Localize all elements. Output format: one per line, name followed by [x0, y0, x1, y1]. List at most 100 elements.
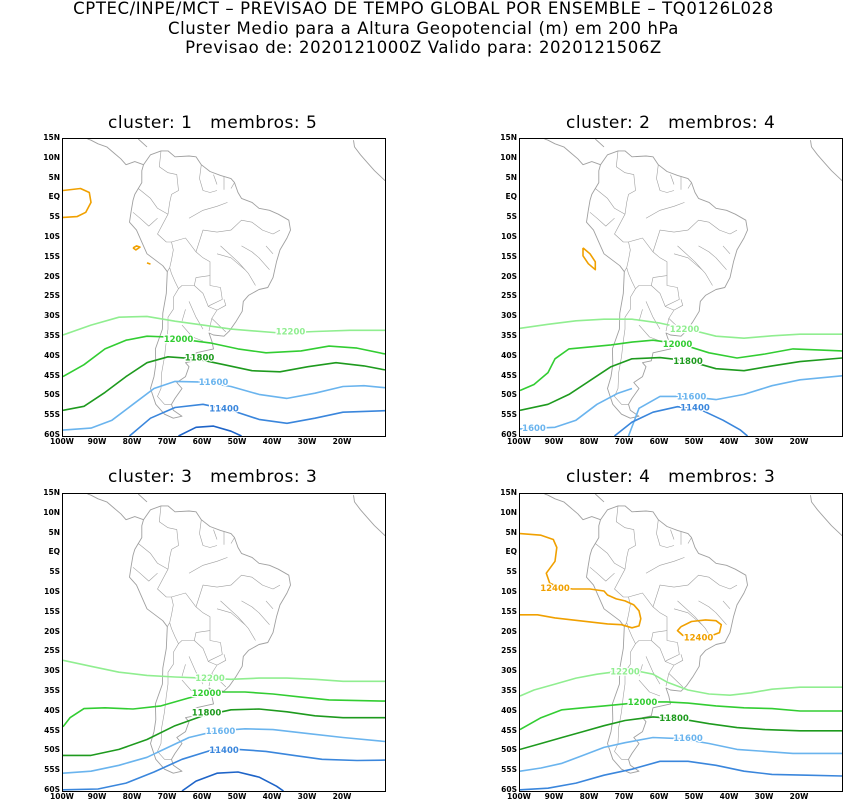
longitude-tick-label: 30W [297, 437, 317, 446]
country-border [589, 212, 615, 227]
contour-label: 12000 [192, 689, 222, 699]
coastline [353, 495, 385, 537]
country-border [208, 309, 218, 332]
country-border [668, 673, 684, 688]
latitude-tick-label: 5N [505, 172, 518, 182]
contour-label: 11600 [673, 734, 703, 744]
chart-title-line-3: Previsao de: 2020121000Z Valido para: 20… [185, 38, 662, 57]
contour-label: 1600 [522, 424, 546, 434]
latitude-tick-label: 35S [501, 331, 517, 340]
country-border [626, 592, 668, 644]
coastline [544, 139, 601, 166]
country-border [645, 656, 661, 685]
longitude-tick-label: 20W [332, 792, 352, 801]
longitude-tick-label: 100W [50, 792, 74, 801]
country-border [687, 574, 738, 590]
latitude-tick-label: 15S [44, 251, 60, 261]
country-border [265, 600, 274, 609]
contour-11600b [520, 387, 633, 430]
map-panel: 12400 12400 12200 12000 11800 11600 [519, 493, 843, 792]
longitude-tick-label: 90W [87, 792, 107, 801]
latitude-tick-label: 10N [43, 152, 60, 162]
country-border [722, 245, 731, 254]
latitude-tick-label: 60S [44, 785, 60, 794]
longitude-tick-label: 70W [614, 437, 634, 446]
longitude-tick-label: 50W [684, 792, 704, 801]
latitude-tick-label: EQ [505, 192, 518, 202]
country-border [656, 164, 675, 193]
country-border [687, 182, 692, 189]
contour-12200 [63, 315, 385, 336]
latitude-tick-label: 35S [44, 331, 60, 340]
latitude-tick-label: 15N [43, 488, 60, 497]
latitude-tick-label: 5N [505, 527, 518, 537]
map-panel: 12200 12000 11800 11600 11400 [62, 138, 386, 437]
country-border [181, 679, 204, 697]
panel-title: cluster: 1 membros: 5 [108, 113, 318, 133]
latitude-tick-label: 45S [501, 370, 517, 380]
country-border [220, 600, 256, 641]
latitude-tick-label: 15S [501, 606, 517, 616]
country-border [169, 592, 211, 644]
contour-11800 [63, 356, 385, 412]
contour-12000 [520, 701, 842, 731]
latitude-tick-label: 45S [501, 725, 517, 735]
country-border [230, 574, 281, 590]
latitude-tick-label: 55S [44, 410, 60, 420]
latitude-tick-label: 50S [44, 390, 60, 400]
country-border [668, 318, 684, 333]
contour-label: 11600 [206, 727, 236, 737]
contour-12400 [520, 532, 642, 629]
country-border [614, 569, 631, 627]
coastline [586, 150, 748, 419]
country-border [159, 505, 179, 570]
coastline [544, 494, 601, 521]
longitude-tick-label: 50W [684, 437, 704, 446]
country-border [698, 245, 727, 270]
country-border [188, 557, 228, 574]
contour-label: 11800 [185, 354, 215, 364]
longitude-tick-label: 40W [262, 437, 282, 446]
country-border [651, 630, 680, 662]
latitude-tick-label: EQ [505, 547, 518, 557]
map-canvas: 12200 12000 11800 11600 11400 [63, 139, 385, 436]
contour-11600 [627, 375, 842, 436]
coastline [129, 150, 291, 419]
longitude-tick-label: 20W [332, 437, 352, 446]
country-border [638, 324, 661, 342]
coastline [87, 139, 144, 166]
latitude-tick-label: 50S [501, 390, 517, 400]
longitude-tick-label: 80W [122, 792, 142, 801]
contour-11400 [128, 403, 385, 436]
contour-11400 [614, 405, 749, 436]
latitude-tick-label: 55S [501, 765, 517, 775]
latitude-tick-label: 40S [44, 350, 60, 360]
longitude-tick-label: 40W [719, 437, 739, 446]
longitude-tick-label: 80W [122, 437, 142, 446]
country-border [614, 214, 631, 272]
longitude-tick-label: 100W [50, 437, 74, 446]
contour-12400 [146, 262, 151, 265]
contour-label: 12400 [684, 633, 714, 643]
contour-label: 12200 [195, 674, 225, 684]
country-border [157, 214, 174, 272]
longitude-tick-label: 60W [192, 792, 212, 801]
contour-label: 12200 [276, 328, 306, 338]
country-border [665, 654, 684, 666]
country-border [181, 324, 204, 342]
latitude-tick-label: 20S [501, 626, 517, 636]
country-border [645, 557, 685, 574]
latitude-tick-label: 55S [501, 410, 517, 420]
country-border [614, 288, 636, 405]
contour-label: 11800 [673, 357, 703, 367]
longitude-tick-label: 20W [789, 792, 809, 801]
panel-title: cluster: 3 membros: 3 [108, 467, 318, 487]
country-border [616, 505, 636, 570]
coastline [137, 139, 148, 148]
country-border [673, 608, 703, 625]
contour-label: 12200 [610, 667, 640, 677]
country-border [195, 584, 232, 607]
latitude-tick-label: 20S [44, 626, 60, 636]
latitude-tick-label: 10S [44, 232, 60, 241]
latitude-tick-label: 20S [44, 271, 60, 281]
